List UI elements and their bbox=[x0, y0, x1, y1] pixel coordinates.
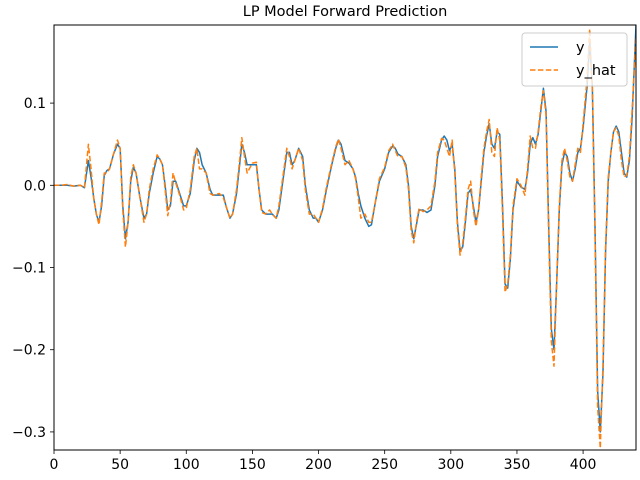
y-tick-label: −0.3 bbox=[12, 425, 46, 441]
y-tick-label: −0.1 bbox=[12, 261, 46, 277]
series-line-y-hat bbox=[54, 28, 636, 450]
axis-layer: 0 50 100 150 200 250 300 350 400 −0.3 −0.2 −0.1 0.0 0… bbox=[12, 96, 596, 473]
series-layer bbox=[54, 25, 636, 450]
y-tick-label: 0.0 bbox=[24, 178, 46, 194]
x-tick-label: 100 bbox=[173, 457, 200, 473]
legend: y y_hat bbox=[521, 32, 628, 87]
x-tick-label: 150 bbox=[239, 457, 266, 473]
x-tick-label: 0 bbox=[50, 457, 59, 473]
legend-label-y-hat: y_hat bbox=[576, 63, 616, 79]
plot-frame bbox=[53, 24, 637, 451]
x-tick-label: 400 bbox=[570, 457, 597, 473]
x-tick-label: 200 bbox=[305, 457, 332, 473]
x-tick-label: 250 bbox=[371, 457, 398, 473]
x-tick-label: 300 bbox=[437, 457, 464, 473]
y-tick-label: −0.2 bbox=[12, 343, 46, 359]
legend-label-y: y bbox=[576, 40, 585, 56]
x-tick-label: 50 bbox=[111, 457, 129, 473]
chart-title: LP Model Forward Prediction bbox=[243, 4, 448, 20]
x-tick-label: 350 bbox=[504, 457, 531, 473]
y-tick-label: 0.1 bbox=[24, 96, 46, 112]
